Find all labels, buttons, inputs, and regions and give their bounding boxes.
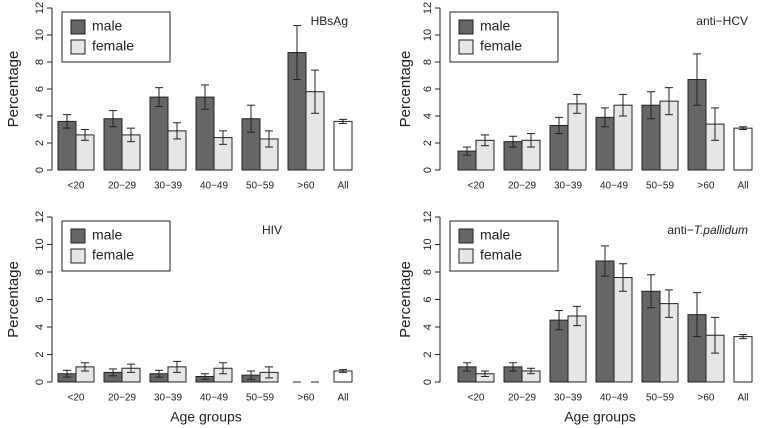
x-tick-label: >60 bbox=[698, 393, 715, 404]
y-tick-label: 6 bbox=[422, 296, 434, 302]
x-tick-label: 50−59 bbox=[646, 181, 675, 192]
x-tick-label: 40−49 bbox=[600, 393, 629, 404]
bar bbox=[57, 120, 77, 171]
y-tick-label: 0 bbox=[422, 379, 434, 385]
x-tick-label: 40−49 bbox=[200, 393, 229, 404]
legend-label: male bbox=[480, 227, 511, 243]
legend-swatch bbox=[458, 248, 474, 264]
x-tick-label: All bbox=[337, 393, 348, 404]
y-tick-label: 2 bbox=[422, 140, 434, 146]
y-tick-label: 4 bbox=[34, 113, 46, 119]
y-tick-label: 6 bbox=[422, 86, 434, 92]
panel: 0 2 4 6 8 10 12 Percentage Age groups <20 20−29 30−… bbox=[5, 211, 353, 425]
y-tick-label: 10 bbox=[34, 29, 46, 41]
x-tick-label: 40−49 bbox=[600, 181, 629, 192]
bar bbox=[149, 96, 169, 171]
x-tick-label: 30−39 bbox=[554, 181, 583, 192]
panel-title: HIV bbox=[262, 223, 282, 237]
x-tick-label: <20 bbox=[468, 181, 485, 192]
legend-label: female bbox=[92, 38, 134, 54]
y-tick-label: 2 bbox=[422, 351, 434, 357]
x-tick-label: <20 bbox=[68, 393, 85, 404]
x-tick-label: 50−59 bbox=[246, 181, 275, 192]
y-tick-label: 4 bbox=[422, 113, 434, 119]
x-axis-label: Age groups bbox=[564, 409, 636, 425]
x-tick-label: 50−59 bbox=[246, 393, 275, 404]
x-tick-label: 30−39 bbox=[154, 393, 183, 404]
x-axis-label: Age groups bbox=[170, 409, 242, 425]
panel-title-text: HIV bbox=[262, 223, 282, 237]
panel-title: anti−HCV bbox=[696, 14, 748, 28]
y-tick-label: 2 bbox=[34, 140, 46, 146]
legend-swatch bbox=[70, 228, 86, 244]
y-axis-label: Percentage bbox=[397, 261, 414, 338]
y-tick-label: 8 bbox=[422, 59, 434, 65]
panel: 0 2 4 6 8 10 12 Percentage <20 20−29 30−39 40−49 50−… bbox=[5, 2, 353, 192]
y-axis-label: Percentage bbox=[5, 261, 22, 338]
y-tick-label: 6 bbox=[34, 296, 46, 302]
legend-swatch bbox=[458, 39, 474, 55]
y-tick-label: 10 bbox=[422, 29, 434, 41]
y-tick-label: 12 bbox=[422, 211, 434, 223]
y-tick-label: 0 bbox=[34, 379, 46, 385]
legend-swatch bbox=[70, 39, 86, 55]
legend-label: male bbox=[92, 227, 123, 243]
y-tick-label: 2 bbox=[34, 351, 46, 357]
panel-title-text: anti− bbox=[667, 223, 693, 237]
bar-overall bbox=[733, 127, 753, 171]
y-tick-label: 4 bbox=[34, 324, 46, 330]
panel: 0 2 4 6 8 10 12 Percentage Age groups <20 20−29 30−… bbox=[397, 211, 753, 425]
bar bbox=[595, 260, 615, 383]
bar-overall bbox=[733, 336, 753, 383]
legend-swatch bbox=[458, 19, 474, 35]
legend-label: female bbox=[92, 247, 134, 263]
x-tick-label: >60 bbox=[298, 393, 315, 404]
panel: 0 2 4 6 8 10 12 Percentage <20 20−29 30−39 40−49 50−… bbox=[397, 2, 753, 192]
legend-swatch bbox=[70, 248, 86, 264]
x-tick-label: 30−39 bbox=[154, 181, 183, 192]
y-axis-label: Percentage bbox=[397, 51, 414, 128]
x-tick-label: All bbox=[737, 181, 748, 192]
panel-title-text: anti−HCV bbox=[696, 14, 748, 28]
y-tick-label: 12 bbox=[34, 2, 46, 14]
x-tick-label: 20−29 bbox=[508, 181, 537, 192]
panel-title: anti−T.pallidum bbox=[667, 223, 748, 237]
y-tick-label: 4 bbox=[422, 324, 434, 330]
legend-swatch bbox=[458, 228, 474, 244]
y-tick-label: 10 bbox=[34, 238, 46, 250]
x-tick-label: <20 bbox=[68, 181, 85, 192]
y-tick-label: 0 bbox=[422, 167, 434, 173]
y-axis-label: Percentage bbox=[5, 51, 22, 128]
y-tick-label: 8 bbox=[34, 59, 46, 65]
panel-title-text: HBsAg bbox=[311, 14, 348, 28]
panel-title-italic: T.pallidum bbox=[694, 223, 748, 237]
y-tick-label: 10 bbox=[422, 238, 434, 250]
y-tick-label: 0 bbox=[34, 167, 46, 173]
y-tick-label: 8 bbox=[34, 269, 46, 275]
x-tick-label: 20−29 bbox=[508, 393, 537, 404]
x-tick-label: 20−29 bbox=[108, 393, 137, 404]
panel-title: HBsAg bbox=[311, 14, 348, 28]
x-tick-label: 30−39 bbox=[554, 393, 583, 404]
x-tick-label: <20 bbox=[468, 393, 485, 404]
legend-swatch bbox=[70, 19, 86, 35]
x-tick-label: >60 bbox=[698, 181, 715, 192]
x-tick-label: All bbox=[737, 393, 748, 404]
legend-label: male bbox=[92, 18, 123, 34]
bar-overall bbox=[333, 120, 353, 171]
legend-label: female bbox=[480, 247, 522, 263]
x-tick-label: All bbox=[337, 181, 348, 192]
bar bbox=[613, 277, 633, 383]
x-tick-label: >60 bbox=[298, 181, 315, 192]
y-tick-label: 8 bbox=[422, 269, 434, 275]
legend-label: female bbox=[480, 38, 522, 54]
y-tick-label: 6 bbox=[34, 86, 46, 92]
x-tick-label: 40−49 bbox=[200, 181, 229, 192]
y-tick-label: 12 bbox=[34, 211, 46, 223]
y-tick-label: 12 bbox=[422, 2, 434, 14]
x-tick-label: 50−59 bbox=[646, 393, 675, 404]
x-tick-label: 20−29 bbox=[108, 181, 137, 192]
legend-label: male bbox=[480, 18, 511, 34]
